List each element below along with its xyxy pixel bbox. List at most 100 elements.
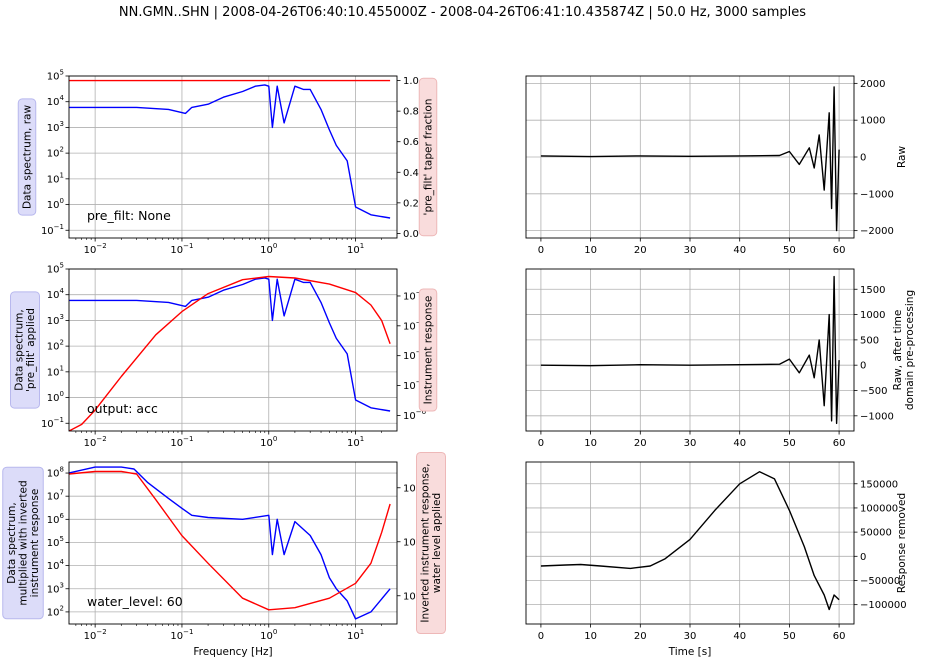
y2label-box: Instrument response <box>418 288 438 412</box>
tick-label: 0 <box>538 438 544 449</box>
tick-label: 40 <box>733 631 746 642</box>
y2label-box: Inverted instrument response, water level… <box>416 451 446 635</box>
tick-label: 105 <box>47 262 64 276</box>
series-line-black <box>540 275 840 425</box>
tick-label: 10−1 <box>170 242 193 256</box>
tick-label: 60 <box>833 245 846 256</box>
tick-label: 105 <box>47 535 64 549</box>
axis-label-line: multiplied with inverted <box>17 480 29 605</box>
tick-label: 102 <box>47 146 64 160</box>
axis-label-line: domain pre-processing <box>904 290 916 410</box>
tick-label: 101 <box>347 628 364 642</box>
tick-label: 10 <box>584 438 597 449</box>
tick-label: 100000 <box>860 503 898 514</box>
tick-label: −500 <box>860 386 887 397</box>
axis-label-line: Data spectrum, <box>6 502 18 583</box>
tick-label: 1000 <box>860 116 885 127</box>
panel-annotation: water_level: 60 <box>87 594 183 609</box>
x-axis-label: Time [s] <box>668 646 712 658</box>
plot-frame <box>68 461 398 625</box>
tick-label: 10−6 <box>403 408 427 422</box>
ylabel: Response removed <box>896 493 908 593</box>
tick-label: 10−2 <box>84 435 107 449</box>
tick-label: 105 <box>47 69 64 83</box>
tick-label: 104 <box>47 94 65 108</box>
tick-label: 30 <box>684 438 697 449</box>
tick-label: 150000 <box>860 479 898 490</box>
series-line-blue <box>69 277 391 412</box>
tick-label: 104 <box>47 558 65 572</box>
tick-label: −50000 <box>860 576 900 587</box>
figure-title: NN.GMN..SHN | 2008-04-26T06:40:10.455000… <box>118 5 807 20</box>
axis-label-line: Inverted instrument response, <box>420 463 432 622</box>
tick-label: 100 <box>47 197 64 211</box>
chart-panel-4: 0 10 20 30 40 50 60 −2000 −1000 0 1000 2000 Raw <box>525 75 908 256</box>
axis-label-line: instrument response <box>29 489 41 598</box>
tick-label: 10 <box>584 245 597 256</box>
tick-label: 0 <box>860 361 866 372</box>
chart-panel-1: 10−2 10−1 100 101 10−1 100 101 102 103 104 105 0.0 0… <box>17 69 438 256</box>
tick-label: 101 <box>347 435 364 449</box>
tick-label: 10 <box>584 631 597 642</box>
axis-label-line: Response removed <box>896 493 908 593</box>
tick-label: 1.0 <box>403 76 419 87</box>
ylabel-box: Data spectrum, multiplied with inverted in… <box>2 466 44 620</box>
tick-label: 107 <box>47 489 64 503</box>
panel-annotation: pre_filt: None <box>87 208 171 223</box>
tick-label: 20 <box>634 245 647 256</box>
tick-label: 101 <box>47 364 64 378</box>
tick-label: 20 <box>634 631 647 642</box>
panel-annotation: output: acc <box>87 401 158 416</box>
plot-frame <box>525 461 855 625</box>
tick-label: 500 <box>860 335 879 346</box>
tick-label: 20 <box>634 438 647 449</box>
plot-frame <box>68 268 398 432</box>
tick-label: 100 <box>260 435 277 449</box>
tick-label: 0 <box>538 631 544 642</box>
axis-label-line: 'pre_filt' taper fraction <box>422 99 434 216</box>
tick-label: 0 <box>860 552 866 563</box>
tick-label: 10−1 <box>41 416 64 430</box>
tick-label: 60 <box>833 438 846 449</box>
tick-label: 102 <box>47 604 64 618</box>
tick-label: 101 <box>347 242 364 256</box>
tick-label: 100 <box>260 242 277 256</box>
tick-label: 40 <box>733 438 746 449</box>
chart-panel-3: 10−210−110010110210310410510610710810210… <box>2 451 446 658</box>
axis-label-line: water level applied <box>431 493 443 593</box>
tick-label: 50 <box>783 631 796 642</box>
axis-label-line: Raw, after time <box>892 310 904 391</box>
tick-label: 50 <box>783 245 796 256</box>
tick-label: 100 <box>260 628 277 642</box>
tick-label: 60 <box>833 631 846 642</box>
tick-label: −2000 <box>860 226 894 237</box>
tick-label: 0.0 <box>403 229 419 240</box>
tick-label: 100 <box>47 390 64 404</box>
tick-label: 0.2 <box>403 198 419 209</box>
tick-label: 10−1 <box>41 223 64 237</box>
axis-label-line: Raw <box>896 146 908 168</box>
axis-label-line: Instrument response <box>422 296 434 405</box>
tick-label: 0.8 <box>403 107 419 118</box>
ylabel: Raw, after time domain pre-processing <box>892 290 916 410</box>
tick-label: 101 <box>47 171 64 185</box>
tick-label: 0 <box>538 245 544 256</box>
tick-label: 10−1 <box>170 628 193 642</box>
series-line-red <box>69 275 391 431</box>
tick-label: 30 <box>684 245 697 256</box>
axis-label-line: Data spectrum, <box>14 309 26 390</box>
tick-label: 108 <box>47 466 64 480</box>
tick-label: 30 <box>684 631 697 642</box>
tick-label: 0.6 <box>403 137 419 148</box>
tick-label: 103 <box>47 581 64 595</box>
tick-label: 0.4 <box>403 168 419 179</box>
chart-panel-2: 10−2 10−1 100 101 10−1 100 101 102 103 104 105 10−6… <box>10 262 438 449</box>
tick-label: 103 <box>47 120 64 134</box>
ylabel: Raw <box>896 146 908 168</box>
tick-label: 2000 <box>860 79 885 90</box>
plot-frame <box>68 75 398 239</box>
tick-label: 50000 <box>860 528 892 539</box>
x-axis-label: Frequency [Hz] <box>193 646 272 658</box>
series-line-black <box>540 471 840 611</box>
